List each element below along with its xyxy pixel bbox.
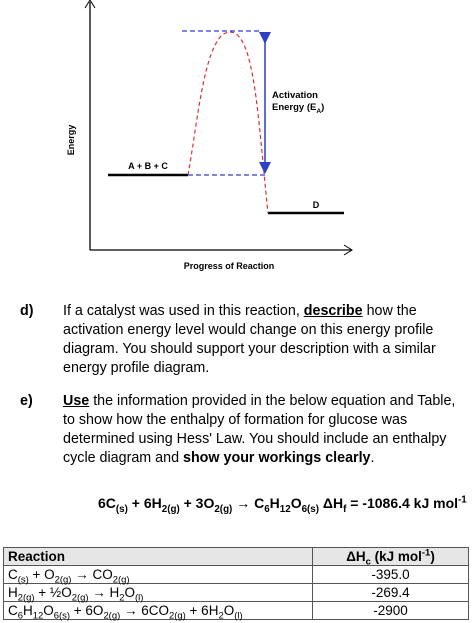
text-run: f [343, 503, 347, 515]
text-run: → 6CO [120, 603, 169, 618]
equation: 6C(s) + 6H2(g) + 3O2(g) → C6H12O6(s) ΔHf… [98, 494, 467, 514]
text-run: 6 [264, 503, 270, 515]
activation-label: Activation Energy (EA) [272, 90, 325, 115]
text-run: (l) [135, 592, 144, 604]
text-run: → CO [71, 567, 113, 582]
question: e) Use the information provided in the be… [20, 392, 470, 468]
text-run: ) [321, 102, 325, 113]
text-run: . [370, 450, 375, 466]
text-run: H [269, 495, 280, 511]
activation-label-line: Energy (EA) [272, 102, 325, 115]
question: d) If a catalyst was used in this reactio… [20, 302, 470, 378]
text-run: O [43, 603, 54, 618]
header-cell: Reaction [3, 547, 313, 566]
text-run: show your workings clearly [183, 450, 371, 466]
text-run: c [365, 556, 371, 568]
text-run: + 6H [127, 495, 162, 511]
text-run: 2(g) [112, 574, 130, 586]
reactant-label: A + B + C [128, 161, 168, 171]
text-run: -1 [458, 494, 467, 506]
text-run: + 3O [179, 495, 215, 511]
text-run: O [290, 495, 302, 511]
question-label: e) [20, 393, 33, 409]
table-row: H2(g) + ½O2(g) → H2O(l) -269.4 [3, 583, 469, 604]
text-run: 2(g) [17, 592, 35, 604]
table-cell: -269.4 [312, 583, 469, 602]
text-run: Energy (E [272, 102, 317, 113]
text-run: → C [232, 495, 265, 511]
text-run: + ½O [34, 585, 72, 600]
text-run: C [8, 567, 18, 582]
y-axis-arrow [84, 0, 96, 9]
product-label: D [313, 200, 320, 210]
question-text: Use the information provided in the belo… [63, 392, 470, 468]
text-run: 6(s) [53, 610, 71, 622]
text-run: 2 [119, 592, 125, 604]
text-run: + O [28, 567, 55, 582]
text-run: → H [88, 585, 120, 600]
text-run: 2(g) [71, 592, 89, 604]
text-run: 6 [17, 610, 23, 622]
table-cell: C6H12O6(s) + 6O2(g) → 6CO2(g) + 6H2O(l) [3, 601, 313, 622]
text-run: (kJ mol [370, 549, 422, 564]
text-run: (l) [234, 610, 243, 622]
table-body: C(s) + O2(g) → CO2(g) -395.0 H2(g) + ½O2(g… [3, 565, 469, 622]
text-run: + 6O [70, 603, 104, 618]
x-axis-label: Progress of Reaction [184, 261, 275, 271]
table-row: C(s) + O2(g) → CO2(g) -395.0 [3, 565, 469, 586]
text-run: + 6H [185, 603, 219, 618]
text-run: 2(g) [54, 574, 72, 586]
text-run: 2(g) [161, 503, 180, 515]
table-cell: H2(g) + ½O2(g) → H2O(l) [3, 583, 313, 604]
text-run: the information provided in the below eq… [63, 393, 456, 466]
text-run: A [316, 107, 322, 115]
text-run: O [124, 585, 136, 600]
text-run: H [8, 585, 18, 600]
text-run: C [8, 603, 18, 618]
text-run: (s) [17, 574, 29, 586]
text-run: how the activation energy level would ch… [63, 303, 436, 376]
text-run: 2(g) [103, 610, 121, 622]
text-run: O [223, 603, 235, 618]
text-run: 12 [279, 503, 291, 515]
text-run: 2 [218, 610, 224, 622]
text-run: 6(s) [301, 503, 320, 515]
energy-diagram: Energy Progress of Reaction A + B + C D [66, 0, 353, 271]
reaction-curve [187, 31, 269, 214]
question-label: d) [20, 303, 34, 319]
header-row: Reaction ΔHc (kJ mol-1) [3, 547, 469, 568]
text-run: 2(g) [214, 503, 233, 515]
text-run: (s) [115, 503, 128, 515]
table-cell: -395.0 [312, 565, 469, 584]
table-row: C6H12O6(s) + 6O2(g) → 6CO2(g) + 6H2O(l) -… [3, 601, 469, 622]
text-run: ΔH [346, 549, 366, 564]
y-axis-label: Energy [66, 125, 76, 156]
text-run: = -1086.4 kJ mol [346, 495, 459, 511]
text-run: Reaction [8, 549, 66, 564]
table: Reaction ΔHc (kJ mol-1) C(s) + O2(g) → CO… [3, 547, 469, 622]
text-run: 2(g) [169, 610, 186, 622]
activation-label-line: Activation [272, 90, 324, 102]
table-cell: C(s) + O2(g) → CO2(g) [3, 565, 313, 586]
header-cell: ΔHc (kJ mol-1) [312, 547, 469, 568]
text-run: If a catalyst was used in this reaction, [63, 303, 304, 319]
text-run: ) [430, 549, 435, 564]
x-axis-arrow [343, 244, 353, 256]
text-run: Use [63, 393, 90, 409]
text-run: 6C [98, 495, 116, 511]
text-run: 12 [32, 610, 44, 622]
text-run: Activation [272, 90, 318, 101]
text-run: ΔH [319, 495, 344, 511]
text-run: describe [303, 303, 363, 319]
text-run: -1 [421, 547, 431, 559]
text-run: H [23, 603, 33, 618]
table-cell: -2900 [312, 601, 469, 620]
question-text: If a catalyst was used in this reaction,… [63, 302, 470, 378]
